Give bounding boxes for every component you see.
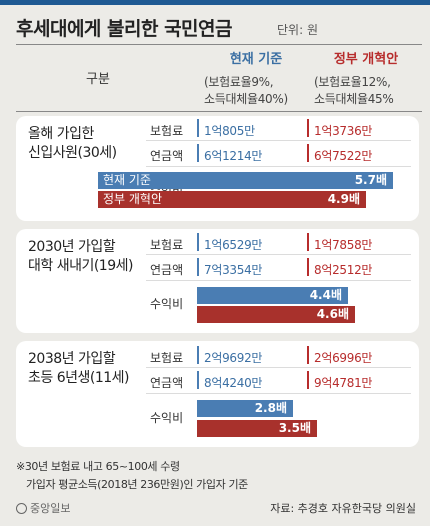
publisher-logo: 중앙일보 (16, 500, 70, 516)
bar-name-government: 정부 개혁안 (103, 192, 163, 206)
bar-value-government: 4.9배 (327, 192, 360, 206)
bar-value-current: 4.4배 (309, 288, 342, 302)
title-accent-bar (0, 0, 430, 5)
row-divider (146, 393, 411, 394)
ratio-bar-government: 3.5배 (197, 420, 317, 437)
current-marker (197, 258, 199, 276)
row-divider (146, 280, 411, 281)
row-divider (146, 140, 411, 141)
footnote-2: 가입자 평균소득(2018년 236만원)인 가입자 기준 (26, 478, 248, 491)
current-marker (197, 119, 199, 137)
row-label-pension: 연금액 (150, 376, 184, 390)
pension-government: 8억2512만 (314, 263, 373, 277)
government-marker (307, 346, 309, 364)
group-label-2-line1: 2030년 가입할 (28, 239, 116, 255)
pension-current: 8억4240만 (204, 376, 263, 390)
ratio-bar-current: 4.4배 (197, 287, 348, 304)
current-marker (197, 346, 199, 364)
column-sub-government-line1: (보험료율12%, (314, 75, 391, 89)
ratio-bar-government: 4.6배 (197, 306, 355, 323)
header-bottom-rule (16, 111, 422, 112)
bar-value-government: 4.6배 (316, 307, 349, 321)
pension-government: 6억7522만 (314, 149, 373, 163)
row-divider (146, 254, 411, 255)
group-label-1: 올해 가입한 신입사원(30세) (28, 125, 117, 163)
row-label-premium: 보험료 (150, 351, 184, 365)
pension-current: 6억1214만 (204, 149, 263, 163)
government-marker (307, 119, 309, 137)
premium-current: 1억805만 (204, 124, 255, 138)
column-sub-government: (보험료율12%, 소득대체율45% (314, 74, 394, 108)
group-label-2-line2: 대학 새내기(19세) (28, 258, 133, 274)
row-label-premium: 보험료 (150, 124, 184, 138)
bar-value-current: 2.8배 (254, 401, 287, 415)
premium-government: 1억7858만 (314, 238, 373, 252)
column-head-category: 구분 (86, 72, 110, 87)
group-label-3: 2038년 가입할 초등 6년생(11세) (28, 350, 130, 388)
government-marker (307, 233, 309, 251)
premium-current: 2억9692만 (204, 351, 263, 365)
group-card-3: 2038년 가입할 초등 6년생(11세) 보험료 연금액 수익비 2억9692… (16, 341, 419, 447)
footnote-1: ※30년 보험료 내고 65~100세 수령 (16, 460, 180, 473)
premium-government: 2억6996만 (314, 351, 373, 365)
logo-circle-icon (16, 502, 27, 514)
group-label-2: 2030년 가입할 대학 새내기(19세) (28, 238, 133, 276)
current-marker (197, 233, 199, 251)
bar-value-current: 5.7배 (354, 173, 387, 187)
column-head-current: 현재 기준 (229, 52, 283, 67)
row-label-premium: 보험료 (150, 238, 184, 252)
group-card-2: 2030년 가입할 대학 새내기(19세) 보험료 연금액 수익비 1억6529… (16, 229, 419, 333)
unit-label: 단위: 원 (277, 23, 318, 37)
group-label-3-line2: 초등 6년생(11세) (28, 370, 130, 386)
row-label-pension: 연금액 (150, 263, 184, 277)
header-top-rule (16, 44, 422, 45)
current-marker (197, 144, 199, 162)
row-label-ratio: 수익비 (150, 297, 184, 311)
government-marker (307, 371, 309, 389)
column-sub-current: (보험료율9%, 소득대체율40%) (204, 74, 288, 108)
column-sub-current-line2: 소득대체율40%) (204, 92, 288, 106)
ratio-bar-current: 2.8배 (197, 400, 293, 417)
column-sub-current-line1: (보험료율9%, (204, 75, 274, 89)
row-label-ratio: 수익비 (150, 411, 184, 425)
premium-government: 1억3736만 (314, 124, 373, 138)
ratio-bar-government: 정부 개혁안 4.9배 (98, 191, 366, 208)
source-note: 자료: 추경호 자유한국당 의원실 (270, 502, 416, 515)
group-label-1-line1: 올해 가입한 (28, 126, 94, 142)
ratio-bar-current: 현재 기준 5.7배 (98, 172, 393, 189)
pension-government: 9억4781만 (314, 376, 373, 390)
column-sub-government-line2: 소득대체율45% (314, 92, 394, 106)
current-marker (197, 371, 199, 389)
row-divider (146, 367, 411, 368)
group-label-1-line2: 신입사원(30세) (28, 145, 117, 161)
chart-title: 후세대에게 불리한 국민연금 (16, 18, 233, 40)
premium-current: 1억6529만 (204, 238, 263, 252)
government-marker (307, 258, 309, 276)
group-card-1: 올해 가입한 신입사원(30세) 보험료 연금액 수익비 1억805만 1억37… (16, 116, 419, 221)
bar-name-current: 현재 기준 (103, 173, 151, 187)
row-divider (146, 166, 411, 167)
group-label-3-line1: 2038년 가입할 (28, 351, 116, 367)
row-label-pension: 연금액 (150, 149, 184, 163)
bar-value-government: 3.5배 (278, 421, 311, 435)
government-marker (307, 144, 309, 162)
logo-text: 중앙일보 (30, 502, 71, 515)
pension-current: 7억3354만 (204, 263, 263, 277)
column-head-government: 정부 개혁안 (333, 52, 399, 67)
